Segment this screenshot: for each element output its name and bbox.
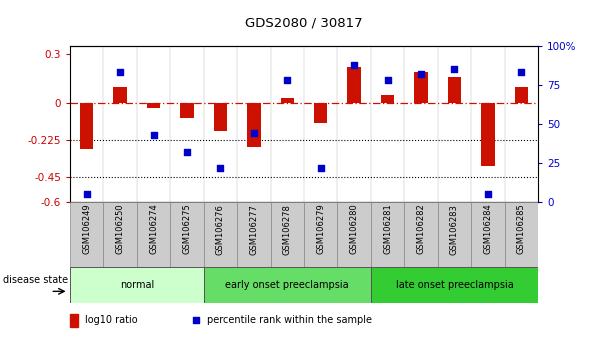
Bar bbox=[482, 103, 495, 166]
Text: GSM106276: GSM106276 bbox=[216, 204, 225, 255]
Text: GSM106279: GSM106279 bbox=[316, 204, 325, 255]
Bar bbox=[204, 267, 371, 303]
Text: percentile rank within the sample: percentile rank within the sample bbox=[207, 315, 372, 325]
Bar bbox=[471, 202, 505, 267]
Bar bbox=[314, 103, 328, 123]
Text: GSM106281: GSM106281 bbox=[383, 204, 392, 255]
Bar bbox=[237, 202, 271, 267]
Text: GSM106274: GSM106274 bbox=[149, 204, 158, 255]
Bar bbox=[280, 98, 294, 103]
Text: GSM106250: GSM106250 bbox=[116, 204, 125, 255]
Bar bbox=[381, 95, 395, 103]
Bar bbox=[514, 87, 528, 103]
Bar bbox=[304, 202, 337, 267]
Point bbox=[316, 165, 326, 170]
Point bbox=[383, 78, 393, 83]
Bar bbox=[214, 103, 227, 131]
Bar bbox=[180, 103, 193, 118]
Point bbox=[416, 71, 426, 77]
Point bbox=[182, 149, 192, 155]
Bar bbox=[337, 202, 371, 267]
Point bbox=[282, 78, 292, 83]
Bar bbox=[70, 267, 204, 303]
Text: disease state: disease state bbox=[3, 275, 68, 285]
Point bbox=[148, 132, 158, 138]
Text: normal: normal bbox=[120, 280, 154, 290]
Bar bbox=[271, 202, 304, 267]
Bar bbox=[404, 202, 438, 267]
Bar bbox=[137, 202, 170, 267]
Point bbox=[249, 130, 259, 136]
Bar bbox=[448, 77, 461, 103]
Bar bbox=[371, 267, 538, 303]
Point bbox=[517, 70, 527, 75]
Bar bbox=[103, 202, 137, 267]
Text: GSM106283: GSM106283 bbox=[450, 204, 459, 255]
Bar bbox=[247, 103, 260, 147]
Text: GSM106285: GSM106285 bbox=[517, 204, 526, 255]
Text: GSM106249: GSM106249 bbox=[82, 204, 91, 255]
Text: GSM106284: GSM106284 bbox=[483, 204, 492, 255]
Bar bbox=[70, 314, 78, 327]
Text: GSM106275: GSM106275 bbox=[182, 204, 192, 255]
Bar bbox=[371, 202, 404, 267]
Text: log10 ratio: log10 ratio bbox=[85, 315, 138, 325]
Point bbox=[215, 165, 225, 170]
Bar bbox=[505, 202, 538, 267]
Bar bbox=[415, 72, 428, 103]
Text: late onset preeclampsia: late onset preeclampsia bbox=[396, 280, 513, 290]
Point bbox=[449, 67, 460, 72]
Text: GSM106278: GSM106278 bbox=[283, 204, 292, 255]
Point bbox=[115, 70, 125, 75]
Point bbox=[483, 191, 493, 197]
Bar bbox=[204, 202, 237, 267]
Point bbox=[191, 318, 201, 323]
Text: GDS2080 / 30817: GDS2080 / 30817 bbox=[245, 17, 363, 29]
Bar bbox=[438, 202, 471, 267]
Bar bbox=[348, 67, 361, 103]
Bar bbox=[113, 87, 126, 103]
Point bbox=[81, 191, 91, 197]
Bar bbox=[147, 103, 160, 108]
Text: GSM106282: GSM106282 bbox=[416, 204, 426, 255]
Text: GSM106280: GSM106280 bbox=[350, 204, 359, 255]
Point bbox=[349, 62, 359, 68]
Bar bbox=[70, 202, 103, 267]
Bar bbox=[170, 202, 204, 267]
Bar bbox=[80, 103, 93, 149]
Text: GSM106277: GSM106277 bbox=[249, 204, 258, 255]
Text: early onset preeclampsia: early onset preeclampsia bbox=[226, 280, 349, 290]
